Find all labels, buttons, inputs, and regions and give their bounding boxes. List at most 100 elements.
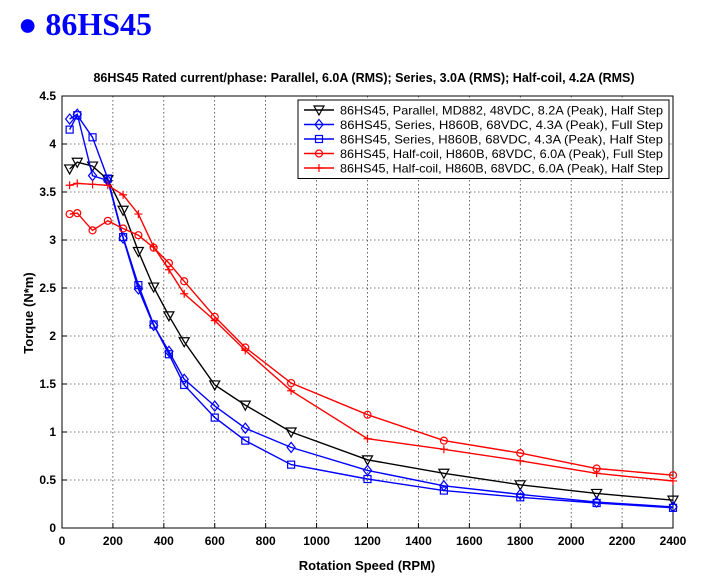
marker-square: [149, 320, 158, 329]
marker-triangle: [178, 337, 191, 348]
legend-label: 86HS45, Half-coil, H860B, 68VDC, 6.0A (P…: [340, 147, 663, 161]
marker-diamond: [286, 441, 296, 454]
chart-title: 86HS45 Rated current/phase: Parallel, 6.…: [93, 71, 634, 85]
legend-item: 86HS45, Half-coil, H860B, 68VDC, 6.0A (P…: [304, 162, 663, 176]
series-1: [63, 157, 680, 507]
marker-plus: [669, 476, 677, 485]
marker-plus: [149, 242, 158, 251]
data-series: [63, 108, 680, 513]
marker-circle: [439, 436, 448, 445]
marker-square: [516, 493, 525, 502]
y-tick-label: 4: [49, 137, 56, 151]
marker-plus: [164, 265, 173, 274]
legend-label: 86HS45, Parallel, MD882, 48VDC, 8.2A (Pe…: [340, 104, 663, 118]
marker-square: [210, 413, 219, 422]
legend-item: 86HS45, Half-coil, H860B, 68VDC, 6.0A (P…: [304, 147, 663, 161]
y-axis-label: Torque (N*m): [21, 272, 36, 353]
marker-circle: [103, 216, 112, 225]
series-line: [69, 182, 674, 482]
marker-circle: [363, 410, 372, 419]
marker-triangle: [71, 157, 84, 169]
marker-triangle: [514, 480, 527, 492]
legend-label: 86HS45, Series, H860B, 68VDC, 4.3A (Peak…: [340, 118, 663, 132]
marker-triangle: [590, 488, 603, 500]
marker-plus: [134, 210, 143, 219]
marker-circle: [287, 378, 296, 388]
x-tick-label: 1400: [405, 534, 432, 548]
marker-plus: [65, 181, 74, 190]
marker-circle: [314, 149, 324, 158]
x-tick-label: 600: [205, 534, 225, 548]
y-tick-label: 2.5: [39, 281, 56, 295]
page-heading: ● 86HS45: [18, 6, 152, 43]
y-tick-label: 0: [49, 521, 56, 535]
series-line: [69, 212, 674, 476]
marker-circle: [118, 224, 128, 233]
legend-box: [297, 99, 670, 179]
y-tick-label: 3: [49, 233, 56, 247]
marker-plus: [88, 180, 97, 189]
marker-circle: [134, 231, 143, 240]
marker-plus: [592, 469, 601, 478]
marker-triangle: [147, 282, 160, 294]
marker-triangle: [63, 164, 76, 176]
y-tick-label: 1.5: [39, 377, 56, 391]
x-tick-label: 400: [154, 534, 174, 548]
marker-square: [439, 486, 448, 495]
marker-triangle: [312, 105, 326, 117]
marker-square: [241, 436, 250, 445]
marker-square: [314, 134, 324, 144]
y-tick-label: 3.5: [39, 185, 56, 199]
marker-triangle: [208, 380, 221, 392]
y-tick-label: 4.5: [39, 89, 56, 103]
x-tick-label: 1600: [456, 534, 483, 548]
marker-square: [88, 133, 97, 142]
marker-square: [363, 474, 372, 484]
heading-bullet: ●: [18, 6, 38, 42]
legend-item: 86HS45, Series, H860B, 68VDC, 4.3A (Peak…: [304, 133, 663, 147]
series-line: [69, 161, 674, 501]
marker-square: [287, 460, 296, 469]
marker-plus: [287, 386, 296, 395]
series-line: [68, 113, 674, 509]
x-axis-label: Rotation Speed (RPM): [299, 558, 436, 573]
marker-diamond: [118, 232, 128, 245]
marker-plus: [73, 179, 82, 188]
marker-diamond: [240, 422, 251, 435]
y-tick-label: 2: [49, 329, 56, 343]
heading-text: 86HS45: [45, 6, 153, 42]
series-line: [69, 113, 674, 508]
x-tick-label: 800: [256, 534, 276, 548]
marker-diamond: [148, 319, 159, 332]
marker-diamond: [133, 282, 144, 295]
marker-square: [73, 111, 82, 120]
x-tick-label: 1200: [354, 534, 381, 548]
y-tick-label: 0.5: [39, 473, 56, 487]
legend-label: 86HS45, Half-coil, H860B, 68VDC, 6.0A (P…: [340, 162, 663, 176]
series-3: [65, 111, 678, 512]
y-tick-label: 1: [49, 425, 56, 439]
marker-circle: [73, 209, 82, 218]
marker-plus: [439, 445, 448, 454]
marker-triangle: [361, 455, 374, 467]
marker-plus: [363, 434, 372, 443]
marker-triangle: [666, 495, 680, 507]
marker-circle: [516, 449, 525, 458]
marker-square: [118, 233, 128, 242]
marker-square: [134, 281, 143, 290]
marker-plus: [516, 456, 525, 465]
marker-square: [164, 350, 174, 359]
x-tick-label: 2000: [558, 534, 585, 548]
marker-triangle: [285, 427, 298, 439]
marker-diamond: [515, 488, 526, 501]
x-tick-label: 0: [59, 534, 66, 548]
marker-circle: [180, 277, 189, 286]
marker-triangle: [132, 246, 145, 258]
series-5: [65, 179, 677, 485]
marker-circle: [65, 209, 74, 219]
marker-circle: [88, 226, 97, 235]
marker-triangle: [117, 205, 130, 217]
marker-triangle: [239, 400, 252, 412]
marker-diamond: [209, 400, 220, 413]
legend-item: 86HS45, Series, H860B, 68VDC, 4.3A (Peak…: [304, 118, 663, 132]
